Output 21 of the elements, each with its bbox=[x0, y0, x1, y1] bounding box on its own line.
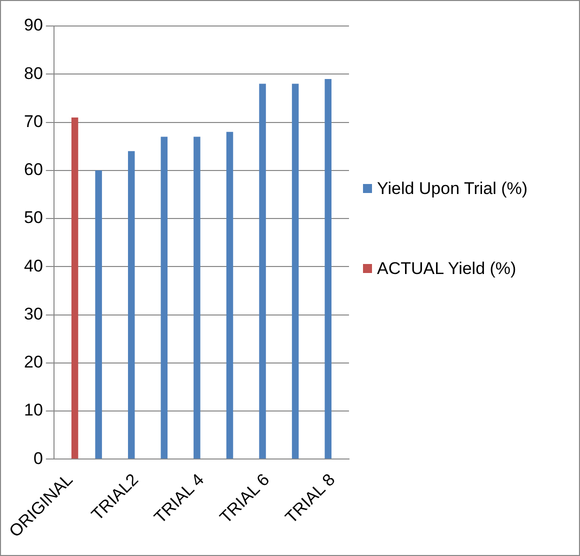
bar bbox=[194, 136, 200, 459]
bar bbox=[95, 170, 102, 459]
y-tick-label: 30 bbox=[24, 304, 43, 324]
y-tick-label: 10 bbox=[24, 400, 43, 420]
bar bbox=[259, 84, 266, 459]
y-tick-label: 70 bbox=[24, 112, 43, 131]
y-tick-label: 40 bbox=[24, 256, 43, 276]
bar bbox=[128, 151, 135, 459]
bar bbox=[160, 136, 168, 459]
y-tick-label: 60 bbox=[24, 160, 43, 180]
bar bbox=[292, 84, 299, 459]
y-tick-label: 0 bbox=[33, 448, 43, 468]
bar bbox=[324, 78, 332, 459]
y-tick-label: 50 bbox=[24, 208, 43, 228]
bar bbox=[226, 132, 234, 459]
bar bbox=[71, 117, 78, 459]
y-tick-label: 80 bbox=[24, 64, 43, 83]
y-tick-label: 20 bbox=[24, 352, 43, 372]
y-tick-label: 90 bbox=[24, 16, 43, 35]
legend-label: ACTUAL Yield (%) bbox=[377, 259, 518, 279]
legend-label: Yield Upon Trial (%) bbox=[377, 179, 529, 199]
